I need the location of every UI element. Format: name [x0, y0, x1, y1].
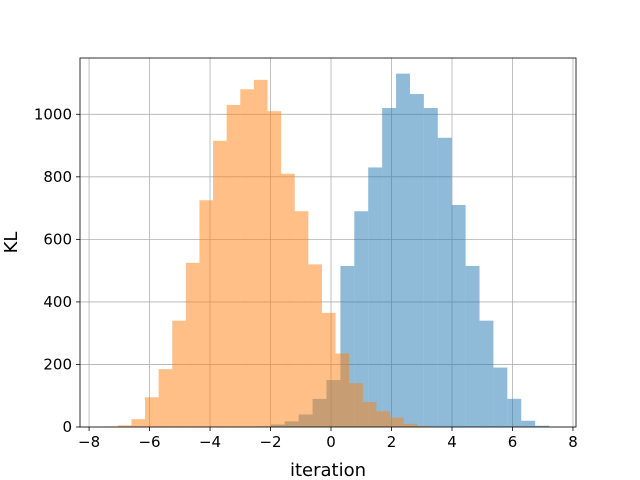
histogram-bar: [465, 265, 480, 427]
histogram-bar: [172, 320, 186, 427]
y-tick-label: 0: [62, 418, 72, 436]
histogram-bar: [145, 397, 159, 427]
histogram-bar: [423, 108, 438, 427]
histogram-bar: [417, 426, 431, 427]
histogram-bar: [409, 93, 424, 428]
histogram-bar: [521, 420, 536, 427]
x-axis-label: iteration: [290, 460, 366, 480]
histogram-bar: [535, 425, 550, 427]
histogram-bars: [104, 73, 550, 428]
x-tick-label: 0: [326, 433, 336, 451]
y-tick-label: 800: [43, 168, 72, 186]
x-tick-label: 6: [508, 433, 518, 451]
histogram-bar: [437, 137, 452, 428]
y-tick-label: 400: [43, 293, 72, 311]
x-tick-label: −2: [259, 433, 281, 451]
histogram-bar: [368, 167, 383, 427]
series-0-bars: [256, 73, 550, 428]
x-tick-label: −8: [78, 433, 100, 451]
histogram-bar: [199, 200, 214, 427]
histogram-bar: [390, 417, 404, 427]
histogram-bar: [396, 73, 410, 427]
histogram-bar: [362, 401, 377, 427]
histogram-bar: [185, 262, 200, 427]
x-tick-label: 8: [568, 433, 578, 451]
histogram-bar: [158, 369, 173, 427]
histogram-bar: [382, 108, 397, 427]
y-tick-label: 600: [43, 230, 72, 248]
x-axis-ticks: −8 −6 −4 −2 0 2 4 6 8: [78, 427, 578, 451]
histogram-bar: [240, 89, 254, 428]
histogram-bar: [267, 111, 282, 428]
y-axis-label: KL: [1, 232, 22, 254]
x-tick-label: 4: [447, 433, 457, 451]
histogram-bar: [294, 211, 309, 427]
plot-frame: [79, 57, 577, 428]
y-axis-ticks: 0 200 400 600 800 1000: [34, 105, 80, 436]
histogram-bar: [479, 320, 494, 427]
x-tick-label: −6: [138, 433, 160, 451]
histogram-bar: [281, 173, 295, 427]
histogram-bar: [335, 353, 350, 427]
x-tick-label: −4: [199, 433, 221, 451]
histogram-bar: [213, 140, 227, 427]
histogram-bar: [451, 204, 466, 427]
y-tick-label: 1000: [34, 105, 72, 123]
histogram-bar: [131, 419, 146, 427]
histogram-bar: [354, 211, 369, 427]
histogram-bar: [226, 104, 241, 428]
x-tick-label: 2: [387, 433, 397, 451]
histogram-bar: [349, 383, 363, 427]
histogram-bar: [253, 79, 268, 427]
histogram-bar: [321, 312, 336, 427]
histogram-bar: [507, 398, 522, 427]
series-1-bars: [104, 79, 431, 428]
histogram-bar: [403, 423, 418, 427]
histogram-bar: [376, 411, 390, 427]
histogram-bar: [308, 264, 322, 427]
histogram-bar: [493, 367, 508, 427]
y-tick-label: 200: [43, 355, 72, 373]
histogram-bar: [117, 425, 132, 427]
